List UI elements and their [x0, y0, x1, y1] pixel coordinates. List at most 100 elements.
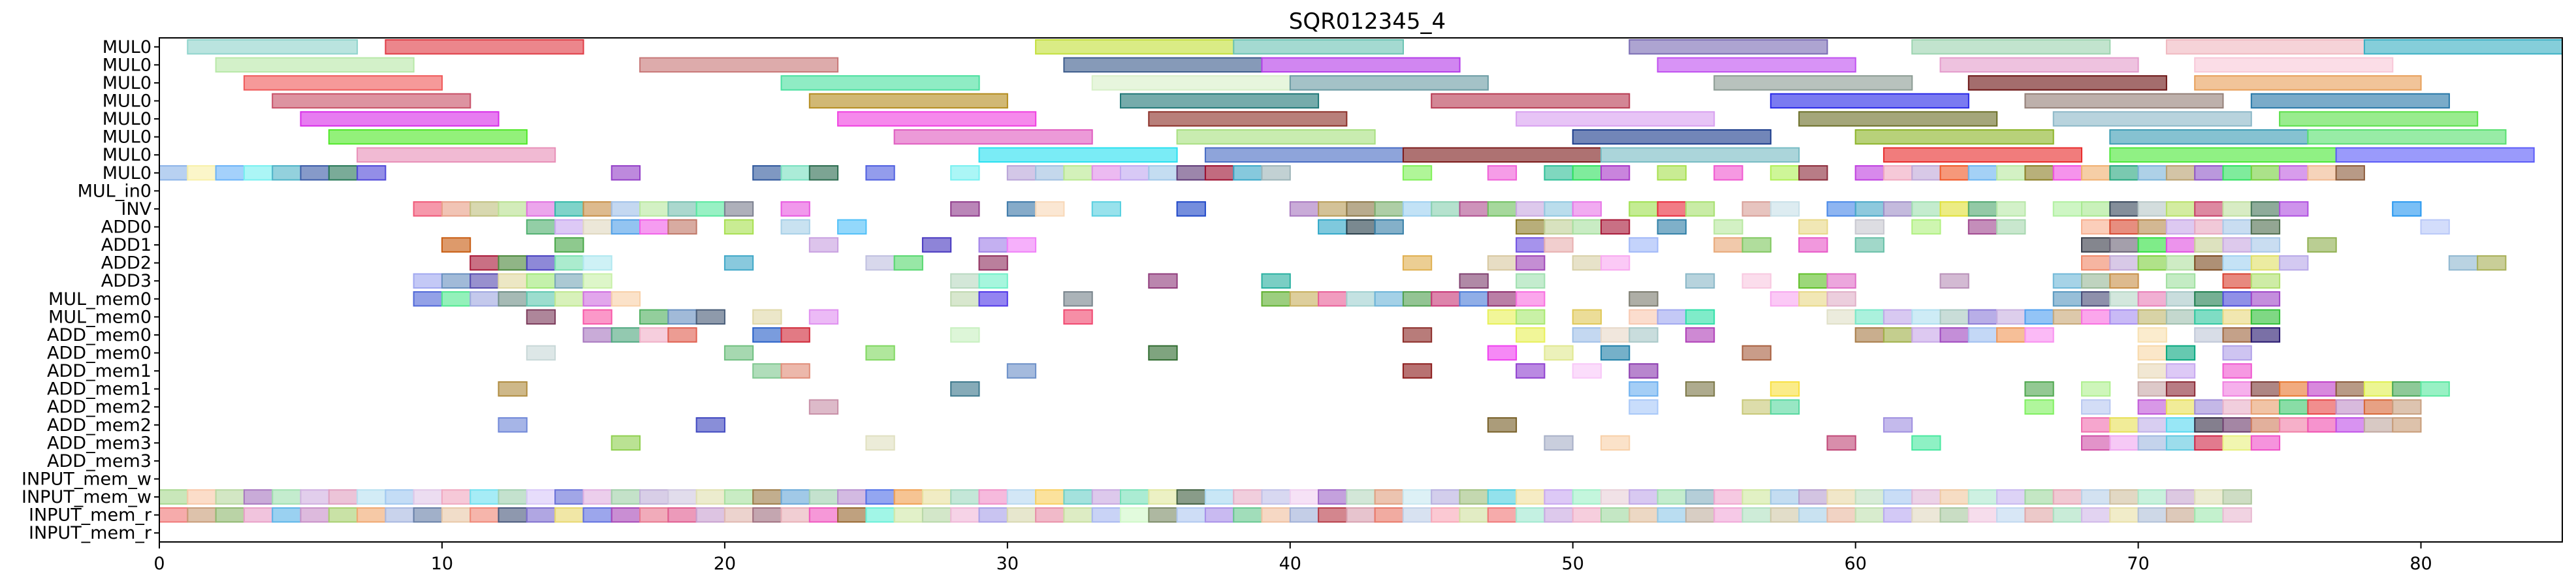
task-bar: [1261, 507, 1291, 523]
task-bar: [667, 219, 697, 235]
task-bar: [2137, 291, 2167, 307]
task-bar: [1572, 327, 1602, 343]
task-bar: [1148, 507, 1178, 523]
task-bar: [272, 489, 302, 505]
task-bar: [1685, 489, 1715, 505]
task-bar: [300, 489, 330, 505]
task-bar: [1770, 507, 1800, 523]
task-bar: [1091, 201, 1121, 217]
task-bar: [2137, 417, 2167, 433]
task-bar: [1544, 507, 1574, 523]
task-bar: [639, 309, 669, 325]
y-tick-label: MUL_mem0: [48, 289, 151, 309]
task-bar: [243, 165, 274, 181]
task-bar: [554, 507, 584, 523]
task-bar: [1741, 201, 1772, 217]
task-bar: [865, 165, 895, 181]
task-bar: [1629, 381, 1659, 397]
task-bar: [1629, 201, 1659, 217]
task-bar: [2222, 219, 2252, 235]
task-bar: [1487, 201, 1518, 217]
task-bar: [921, 507, 952, 523]
task-bar: [1629, 309, 1659, 325]
task-bar: [724, 507, 754, 523]
task-bar: [865, 255, 895, 271]
task-bar: [526, 345, 556, 361]
y-tick-label: MUL0: [103, 127, 151, 148]
task-bar: [978, 291, 1008, 307]
task-bar: [2052, 165, 2082, 181]
task-bar: [1967, 327, 1998, 343]
task-bar: [1826, 309, 1856, 325]
task-bar: [582, 201, 612, 217]
task-bar: [1516, 489, 1546, 505]
task-bar: [1883, 489, 1913, 505]
task-bar: [2137, 489, 2167, 505]
task-bar: [1600, 255, 1630, 271]
task-bar: [1261, 489, 1291, 505]
task-bar: [1713, 507, 1743, 523]
task-bar: [2137, 399, 2167, 415]
task-bar: [1459, 201, 1489, 217]
task-bar: [1148, 273, 1178, 289]
task-bar: [1629, 237, 1659, 253]
y-tick-label: ADD_mem3: [47, 451, 151, 471]
task-bar: [2165, 201, 2196, 217]
y-tick-label: INPUT_mem_r: [29, 523, 152, 543]
task-bar: [2165, 381, 2196, 397]
task-bar: [2052, 291, 2082, 307]
task-bar: [2165, 435, 2196, 451]
task-bar: [780, 507, 810, 523]
task-bar: [1798, 111, 1998, 127]
task-bar: [1346, 219, 1376, 235]
task-bar: [1572, 489, 1602, 505]
task-bar: [1967, 309, 1998, 325]
task-bar: [554, 291, 584, 307]
task-bar: [1487, 291, 1518, 307]
task-bar: [1741, 489, 1772, 505]
task-bar: [1318, 507, 1348, 523]
task-bar: [639, 327, 669, 343]
task-bar: [1402, 327, 1433, 343]
task-bar: [1402, 363, 1433, 379]
task-bar: [2024, 93, 2224, 109]
task-bar: [2194, 327, 2224, 343]
task-bar: [187, 507, 217, 523]
task-bar: [1854, 165, 1884, 181]
task-bar: [215, 507, 245, 523]
task-bar: [1063, 309, 1093, 325]
task-bar: [1402, 489, 1433, 505]
task-bar: [780, 201, 810, 217]
task-bar: [2137, 237, 2167, 253]
task-bar: [1911, 507, 1941, 523]
task-bar: [1516, 363, 1546, 379]
task-bar: [724, 489, 754, 505]
task-bar: [1713, 219, 1743, 235]
task-bar: [2363, 417, 2394, 433]
task-bar: [1939, 273, 1969, 289]
y-tick-label: MUL_in0: [78, 181, 151, 201]
task-bar: [2137, 255, 2167, 271]
task-bar: [582, 291, 612, 307]
task-bar: [1402, 291, 1433, 307]
task-bar: [2335, 147, 2535, 163]
task-bar: [1035, 165, 1065, 181]
task-bar: [1204, 147, 1405, 163]
task-bar: [2194, 291, 2224, 307]
task-bar: [1939, 165, 1969, 181]
task-bar: [1431, 291, 1461, 307]
task-bar: [1402, 147, 1602, 163]
task-bar: [2307, 165, 2337, 181]
task-bar: [667, 201, 697, 217]
task-bar: [1318, 291, 1348, 307]
y-tick-label: ADD2: [101, 253, 151, 274]
task-bar: [2250, 201, 2281, 217]
task-bar: [1459, 273, 1489, 289]
task-bar: [1006, 201, 1037, 217]
task-bar: [1204, 489, 1235, 505]
y-tick-label: MUL0: [103, 145, 151, 165]
task-bar: [526, 219, 556, 235]
task-bar: [1516, 201, 1546, 217]
task-bar: [2222, 435, 2252, 451]
task-bar: [526, 489, 556, 505]
